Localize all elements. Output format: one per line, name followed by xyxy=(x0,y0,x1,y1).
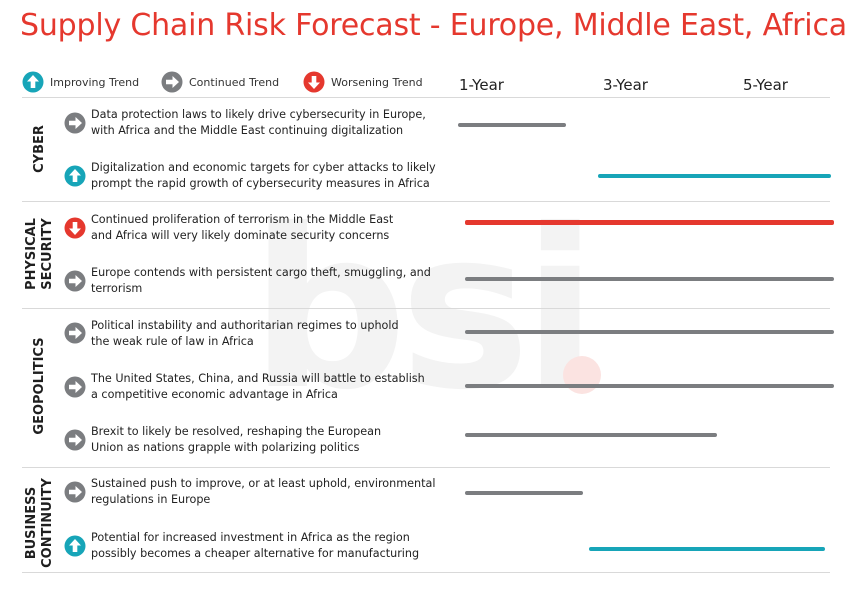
forecast-line: Political instability and authoritarian … xyxy=(91,319,399,332)
forecast-line: regulations in Europe xyxy=(91,493,211,506)
up-arrow-icon xyxy=(64,535,86,557)
row-trend-icon xyxy=(64,535,86,557)
up-arrow-icon xyxy=(64,165,86,187)
forecast-line: Europe contends with persistent cargo th… xyxy=(91,266,431,279)
forecast-text: Potential for increased investment in Af… xyxy=(91,530,441,562)
forecast-bar xyxy=(465,330,834,334)
row-trend-icon xyxy=(64,376,86,398)
legend-label: Improving Trend xyxy=(50,75,140,89)
forecast-line: Union as nations grapple with polarizing… xyxy=(91,441,360,454)
timeline-1-year: 1-Year xyxy=(459,76,504,94)
forecast-bar xyxy=(465,491,583,495)
legend-worsening: Worsening Trend xyxy=(303,71,423,93)
forecast-line: and Africa will very likely dominate sec… xyxy=(91,229,390,242)
right-arrow-icon xyxy=(64,112,86,134)
forecast-text: The United States, China, and Russia wil… xyxy=(91,371,441,403)
forecast-line: Digitalization and economic targets for … xyxy=(91,161,436,174)
divider xyxy=(22,201,830,202)
right-arrow-icon xyxy=(64,322,86,344)
forecast-text: Digitalization and economic targets for … xyxy=(91,160,441,192)
row-trend-icon xyxy=(64,270,86,292)
category-label: GEOPOLITICS xyxy=(32,337,47,435)
legend-label: Worsening Trend xyxy=(331,75,423,89)
divider xyxy=(22,308,830,309)
down-arrow-icon xyxy=(64,217,86,239)
row-trend-icon xyxy=(64,429,86,451)
forecast-bar xyxy=(458,123,566,127)
forecast-bar xyxy=(598,174,831,178)
category-label: CONTINUITY xyxy=(40,478,55,568)
legend-label: Continued Trend xyxy=(189,75,280,89)
forecast-line: Data protection laws to likely drive cyb… xyxy=(91,108,426,121)
divider xyxy=(22,572,830,573)
category-business-continuity: BUSINESS CONTINUITY xyxy=(24,478,56,568)
forecast-bar xyxy=(465,384,834,388)
forecast-text: Brexit to likely be resolved, reshaping … xyxy=(91,424,441,456)
timeline-3-year: 3-Year xyxy=(603,76,648,94)
forecast-text: Continued proliferation of terrorism in … xyxy=(91,212,441,244)
forecast-line: Sustained push to improve, or at least u… xyxy=(91,477,436,490)
forecast-text: Data protection laws to likely drive cyb… xyxy=(91,107,441,139)
forecast-line: possibly becomes a cheaper alternative f… xyxy=(91,547,420,560)
legend-improving: Improving Trend xyxy=(22,71,139,93)
forecast-line: Continued proliferation of terrorism in … xyxy=(91,213,394,226)
right-arrow-icon xyxy=(64,481,86,503)
forecast-line: the weak rule of law in Africa xyxy=(91,335,254,348)
forecast-text: Europe contends with persistent cargo th… xyxy=(91,265,441,297)
divider xyxy=(22,97,830,98)
row-trend-icon xyxy=(64,322,86,344)
legend-continued: Continued Trend xyxy=(161,71,279,93)
forecast-line: Brexit to likely be resolved, reshaping … xyxy=(91,425,382,438)
row-trend-icon xyxy=(64,481,86,503)
forecast-bar xyxy=(465,433,717,437)
category-geopolitics: GEOPOLITICS xyxy=(32,337,48,434)
category-label: BUSINESS xyxy=(24,486,39,560)
category-label: PHYSICAL xyxy=(24,218,39,290)
right-arrow-icon xyxy=(64,270,86,292)
forecast-line: Potential for increased investment in Af… xyxy=(91,531,410,544)
right-arrow-icon xyxy=(161,71,183,93)
page-title: Supply Chain Risk Forecast - Europe, Mid… xyxy=(20,8,847,43)
row-trend-icon xyxy=(64,165,86,187)
forecast-line: prompt the rapid growth of cybersecurity… xyxy=(91,177,430,190)
timeline-5-year: 5-Year xyxy=(743,76,788,94)
forecast-line: a competitive economic advantage in Afri… xyxy=(91,388,338,401)
divider xyxy=(22,467,830,468)
right-arrow-icon xyxy=(64,429,86,451)
forecast-line: The United States, China, and Russia wil… xyxy=(91,372,425,385)
forecast-text: Political instability and authoritarian … xyxy=(91,318,441,350)
category-cyber: CYBER xyxy=(32,125,48,173)
category-label: SECURITY xyxy=(40,218,55,290)
forecast-bar xyxy=(465,277,834,281)
category-physical-security: PHYSICAL SECURITY xyxy=(24,218,56,290)
forecast-text: Sustained push to improve, or at least u… xyxy=(91,476,441,508)
forecast-bar xyxy=(589,547,825,551)
forecast-line: with Africa and the Middle East continui… xyxy=(91,124,404,137)
forecast-line: terrorism xyxy=(91,282,143,295)
down-arrow-icon xyxy=(303,71,325,93)
row-trend-icon xyxy=(64,217,86,239)
row-trend-icon xyxy=(64,112,86,134)
category-label: CYBER xyxy=(32,125,47,173)
up-arrow-icon xyxy=(22,71,44,93)
forecast-bar xyxy=(465,220,834,225)
watermark-dot xyxy=(563,356,601,394)
right-arrow-icon xyxy=(64,376,86,398)
